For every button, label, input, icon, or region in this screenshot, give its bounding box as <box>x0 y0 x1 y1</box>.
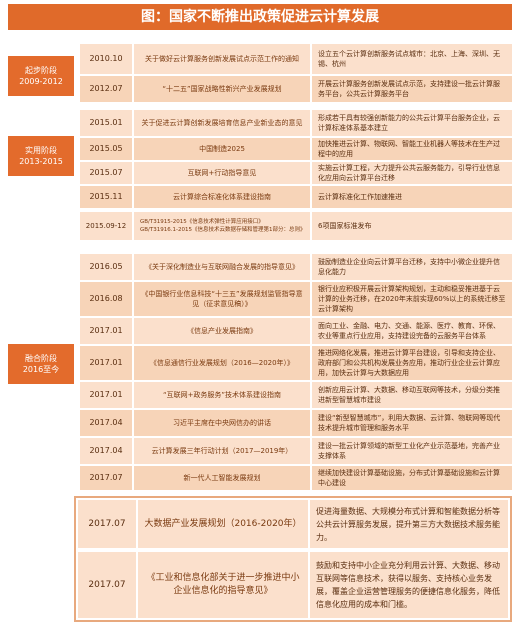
table-row: 2017.07 大数据产业发展规划（2016-2020年） 促进海量数据、大规模… <box>78 500 508 548</box>
row-policy: 大数据产业发展规划（2016-2020年） <box>138 500 308 548</box>
table-row: 2015.01 关于促进云计算创新发展培育信息产业新业态的意见 形成若干具有较强… <box>80 110 512 136</box>
row-date: 2015.07 <box>80 162 132 184</box>
table-row: 2017.04 习近平主席在中央网信办的讲话 建设“新型智慧城市”，利用大数据、… <box>80 410 512 436</box>
table-row: 2017.01 《信息产业发展指南》 面向工业、金融、电力、交通、能源、医疗、教… <box>80 318 512 344</box>
row-policy: 互联网+行动指导意见 <box>134 162 310 184</box>
row-desc: 银行业应积极开展云计算架构规划，主动和稳妥推进基于云计算的业务迁移，在2020年… <box>312 282 512 316</box>
row-date: 2015.05 <box>80 138 132 160</box>
row-policy: 《工业和信息化部关于进一步推进中小企业信息化的指导意见》 <box>138 552 308 618</box>
table-row: 2015.07 互联网+行动指导意见 实施云计算工程，大力提升公共云服务能力，引… <box>80 162 512 184</box>
table-row: 2012.07 “十二五”国家战略性新兴产业发展规划 开展云计算服务创新发展试点… <box>80 76 512 102</box>
row-policy: GB/T31915-2015《信息技术弹性计算应用接口》 GB/T31916.1… <box>134 212 310 240</box>
phase-label-integration: 融合阶段 2016至今 <box>8 344 74 384</box>
row-policy: 《中国银行业信息科技“十三五”发展规划监管指导意见（征求意见稿）》 <box>134 282 310 316</box>
row-policy: “互联网+政务服务”技术体系建设指南 <box>134 382 310 408</box>
row-date: 2017.07 <box>80 466 132 490</box>
row-desc: 促进海量数据、大规模分布式计算和智能数据分析等公共云计算服务发展，提升第三方大数… <box>310 500 508 548</box>
table-row: 2017.04 云计算发展三年行动计划（2017—2019年） 建设一批云计算领… <box>80 438 512 464</box>
row-desc: 继续加快建设计算基础设施，分布式计算基础设施和云计算中心建设 <box>312 466 512 490</box>
row-policy: 习近平主席在中央网信办的讲话 <box>134 410 310 436</box>
row-desc: 创新应用云计算、大数据、移动互联网等技术，分级分类推进新型智慧城市建设 <box>312 382 512 408</box>
row-date: 2015.01 <box>80 110 132 136</box>
highlight-frame <box>74 496 512 622</box>
row-desc: 设立五个云计算创新服务试点城市：北京、上海、深圳、无锡、杭州 <box>312 44 512 74</box>
table-row: 2015.09-12 GB/T31915-2015《信息技术弹性计算应用接口》 … <box>80 212 512 240</box>
row-desc: 云计算标准化工作加速推进 <box>312 186 512 208</box>
page-title: 图：国家不断推出政策促进云计算发展 <box>8 4 512 30</box>
row-date: 2017.01 <box>80 346 132 380</box>
row-policy: 《关于深化制造业与互联网融合发展的指导意见》 <box>134 254 310 280</box>
row-desc: 建设“新型智慧城市”，利用大数据、云计算、物联网等现代技术提升城市管理和服务水平 <box>312 410 512 436</box>
table-row: 2017.07 新一代人工智能发展规划 继续加快建设计算基础设施，分布式计算基础… <box>80 466 512 490</box>
row-policy: 中国制造2025 <box>134 138 310 160</box>
row-desc: 鼓励和支持中小企业充分利用云计算、大数据、移动互联网等信息技术，获得以服务、支持… <box>310 552 508 618</box>
row-policy: 《信息产业发展指南》 <box>134 318 310 344</box>
phase-label-startup: 起步阶段 2009-2012 <box>8 56 74 96</box>
row-desc: 面向工业、金融、电力、交通、能源、医疗、教育、环保、农业等重点行业应用，支持建设… <box>312 318 512 344</box>
row-desc: 形成若干具有较强创新能力的公共云计算平台服务企业，云计算标准体系基本建立 <box>312 110 512 136</box>
row-date: 2015.09-12 <box>80 212 132 240</box>
phase-label-practical: 实用阶段 2013-2015 <box>8 136 74 176</box>
table-row: 2015.11 云计算综合标准化体系建设指南 云计算标准化工作加速推进 <box>80 186 512 208</box>
row-policy: 《信息通信行业发展规划（2016—2020年）》 <box>134 346 310 380</box>
row-policy: “十二五”国家战略性新兴产业发展规划 <box>134 76 310 102</box>
row-date: 2017.07 <box>78 500 136 548</box>
row-date: 2017.07 <box>78 552 136 618</box>
row-policy: 云计算发展三年行动计划（2017—2019年） <box>134 438 310 464</box>
table-row: 2017.01 “互联网+政务服务”技术体系建设指南 创新应用云计算、大数据、移… <box>80 382 512 408</box>
table-row: 2017.07 《工业和信息化部关于进一步推进中小企业信息化的指导意见》 鼓励和… <box>78 552 508 618</box>
row-date: 2017.01 <box>80 318 132 344</box>
table-row: 2016.08 《中国银行业信息科技“十三五”发展规划监管指导意见（征求意见稿）… <box>80 282 512 316</box>
row-desc: 实施云计算工程，大力提升公共云服务能力，引导行业信息化应用向云计算平台迁移 <box>312 162 512 184</box>
row-date: 2015.11 <box>80 186 132 208</box>
row-desc: 推进网络化发展，推进云计算平台建设，引导和支持企业、政府部门和公共机构发展业务应… <box>312 346 512 380</box>
row-desc: 开展云计算服务创新发展试点示范，支持建设一批云计算服务平台，公共云计算服务平台 <box>312 76 512 102</box>
table-row: 2010.10 关于做好云计算服务创新发展试点示范工作的通知 设立五个云计算创新… <box>80 44 512 74</box>
row-date: 2010.10 <box>80 44 132 74</box>
row-date: 2016.08 <box>80 282 132 316</box>
row-desc: 加快推进云计算、物联网、智能工业机器人等技术在生产过程中的应用 <box>312 138 512 160</box>
row-date: 2017.04 <box>80 438 132 464</box>
row-desc: 6项国家标准发布 <box>312 212 512 240</box>
row-date: 2012.07 <box>80 76 132 102</box>
row-date: 2016.05 <box>80 254 132 280</box>
row-policy: 云计算综合标准化体系建设指南 <box>134 186 310 208</box>
row-policy: 新一代人工智能发展规划 <box>134 466 310 490</box>
row-date: 2017.04 <box>80 410 132 436</box>
row-desc: 鼓励制造业企业向云计算平台迁移，支持中小微企业提升信息化能力 <box>312 254 512 280</box>
row-desc: 建设一批云计算领域的新型工业化产业示范基地，完善产业支撑体系 <box>312 438 512 464</box>
table-row: 2016.05 《关于深化制造业与互联网融合发展的指导意见》 鼓励制造业企业向云… <box>80 254 512 280</box>
row-policy: 关于促进云计算创新发展培育信息产业新业态的意见 <box>134 110 310 136</box>
table-row: 2017.01 《信息通信行业发展规划（2016—2020年）》 推进网络化发展… <box>80 346 512 380</box>
table-row: 2015.05 中国制造2025 加快推进云计算、物联网、智能工业机器人等技术在… <box>80 138 512 160</box>
row-date: 2017.01 <box>80 382 132 408</box>
row-policy: 关于做好云计算服务创新发展试点示范工作的通知 <box>134 44 310 74</box>
